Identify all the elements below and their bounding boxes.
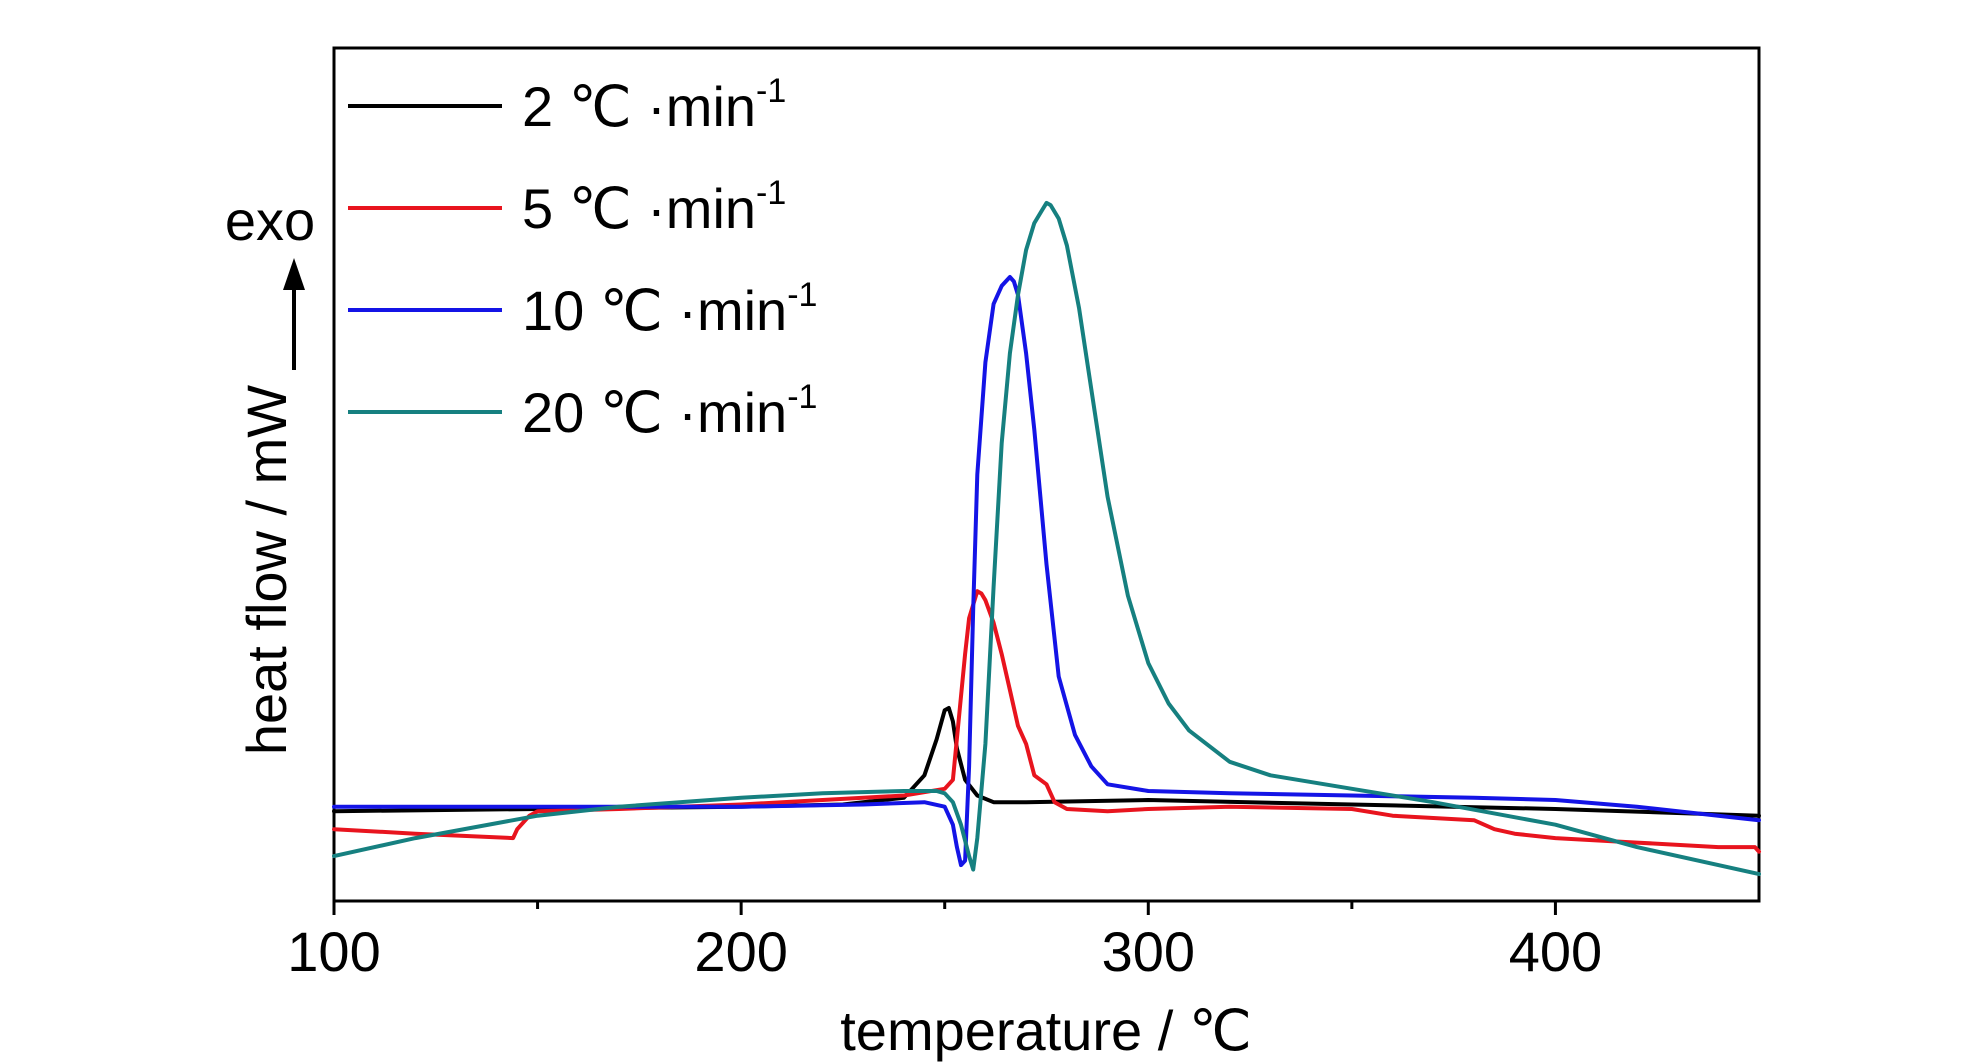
x-tick-label-1: 200 (694, 920, 787, 983)
exo-annotation: exo (225, 189, 315, 252)
x-tick-label-2: 300 (1102, 920, 1195, 983)
series-line-1 (332, 589, 1761, 854)
legend-label-0: 2 ℃ ·min-1 (522, 72, 786, 138)
x-ticks: 100 200 300 400 (287, 901, 1602, 983)
x-tick-label-3: 400 (1509, 920, 1602, 983)
legend-superscript-3: -1 (787, 378, 817, 416)
series-group (332, 200, 1761, 877)
legend: 2 ℃ ·min-1 5 ℃ ·min-1 10 ℃ ·min-1 20 ℃ ·min… (348, 72, 817, 444)
legend-label-1: 5 ℃ ·min-1 (522, 174, 786, 240)
legend-superscript-0: -1 (756, 72, 786, 110)
legend-superscript-1: -1 (756, 174, 786, 212)
x-axis-label: temperature / ℃ (840, 999, 1252, 1062)
exo-arrow-icon (283, 258, 305, 370)
x-tick-label-0: 100 (287, 920, 380, 983)
series-line-2 (332, 275, 1761, 868)
plot-frame (332, 46, 1761, 903)
series-line-3 (332, 200, 1761, 877)
legend-label-3: 20 ℃ ·min-1 (522, 378, 817, 444)
legend-label-2: 10 ℃ ·min-1 (522, 276, 817, 342)
y-axis-label: heat flow / mW (235, 385, 298, 755)
legend-superscript-2: -1 (787, 276, 817, 314)
